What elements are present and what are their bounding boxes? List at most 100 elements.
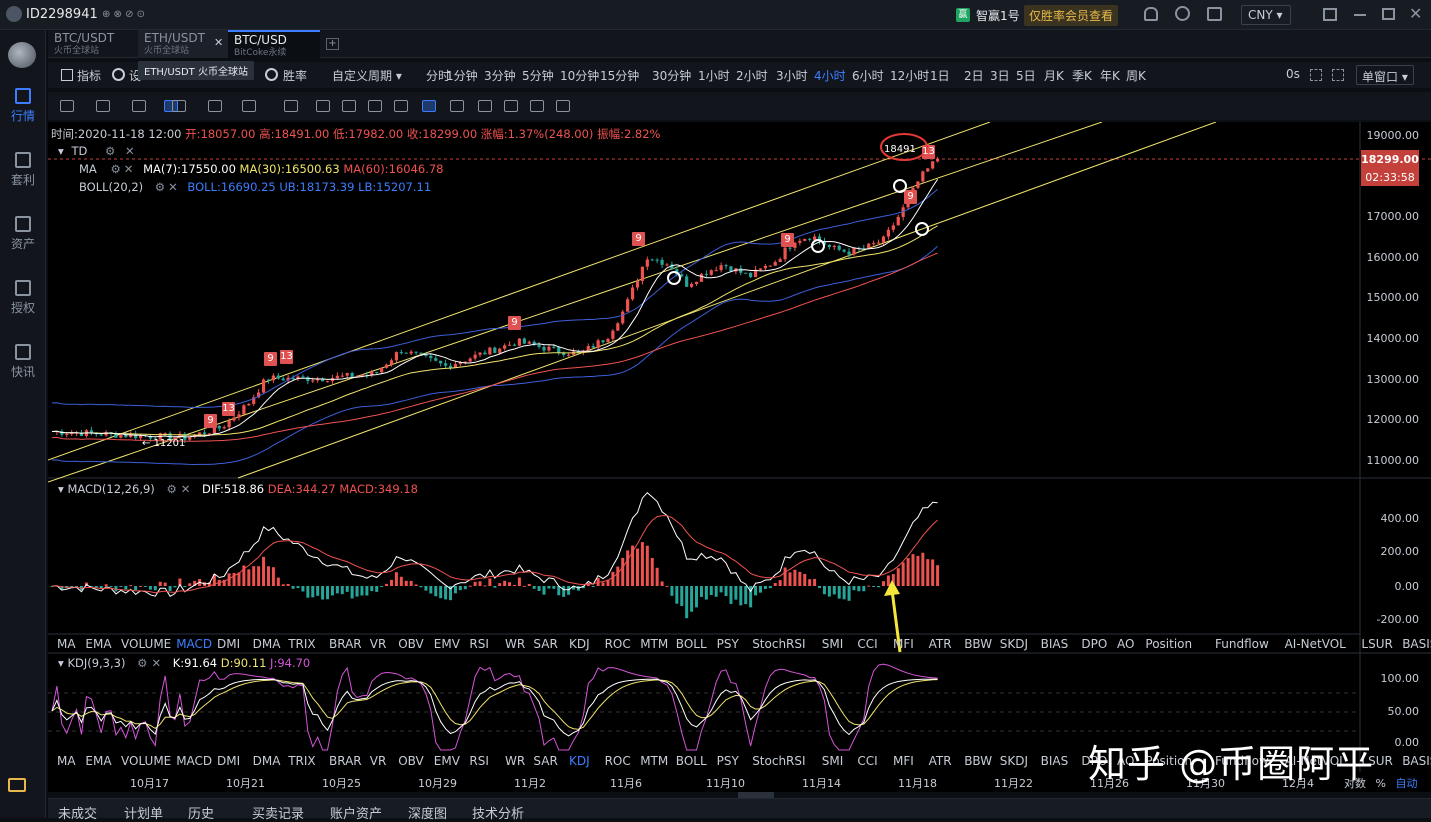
period-7[interactable]: 1小时 — [698, 69, 730, 83]
avatar-icon[interactable] — [6, 6, 22, 22]
indicator-fundflow[interactable]: Fundflow — [1215, 637, 1269, 651]
indicator-emv[interactable]: EMV — [433, 754, 460, 768]
indicator-brar[interactable]: BRAR — [329, 637, 362, 651]
indicator-macd[interactable]: MACD — [176, 637, 213, 651]
nav-assets[interactable]: 资产 — [0, 216, 46, 252]
indicator-bias[interactable]: BIAS — [1040, 637, 1069, 651]
rect-tool-icon[interactable] — [172, 100, 186, 112]
auto-toggle[interactable]: 自动 — [1395, 777, 1418, 790]
kdj-close-icon[interactable]: ✕ — [151, 656, 162, 670]
tab-eth-usdt[interactable]: ETH/USDT 火币全球站 — [138, 30, 228, 58]
winrate-button[interactable]: 胜率 — [283, 69, 308, 83]
indicator-bbw[interactable]: BBW — [964, 637, 993, 651]
line-tool-icon[interactable] — [96, 100, 110, 112]
indicator-psy[interactable]: PSY — [716, 637, 739, 651]
delete-tool-icon[interactable] — [556, 100, 570, 112]
indicator-ao[interactable]: AO — [1117, 754, 1135, 768]
hide-tool-icon[interactable] — [530, 100, 544, 112]
indicator-atr[interactable]: ATR — [928, 754, 952, 768]
period-4[interactable]: 10分钟 — [560, 69, 600, 83]
bottom-tab-4[interactable]: 账户资产 — [330, 807, 383, 822]
period-9[interactable]: 3小时 — [776, 69, 808, 83]
log-toggle[interactable]: 对数 — [1344, 777, 1366, 790]
ma-close-icon[interactable]: ✕ — [123, 162, 134, 176]
tab-btc-usdt[interactable]: BTC/USDT 火币全球站 — [54, 31, 115, 56]
period-6[interactable]: 30分钟 — [652, 69, 692, 83]
indicator-bbw[interactable]: BBW — [964, 754, 993, 768]
td-close-icon[interactable]: ✕ — [124, 144, 135, 158]
nav-market[interactable]: 行情 — [0, 88, 46, 124]
restore-icon[interactable] — [1382, 8, 1395, 20]
panel-icon[interactable] — [1323, 8, 1337, 21]
indicator-lsur[interactable]: LSUR — [1361, 754, 1393, 768]
macd-settings-icon[interactable]: ⚙ — [166, 482, 177, 496]
indicator-sar[interactable]: SAR — [533, 637, 558, 651]
indicator-rsi[interactable]: RSI — [469, 754, 489, 768]
period-15[interactable]: 3日 — [990, 69, 1010, 83]
tab-close-icon[interactable]: ✕ — [214, 36, 224, 49]
close-icon[interactable]: ✕ — [1409, 4, 1423, 23]
period-16[interactable]: 5日 — [1016, 69, 1036, 83]
indicator-boll[interactable]: BOLL — [675, 637, 707, 651]
parallel-tool-icon[interactable] — [164, 100, 178, 112]
indicator-obv[interactable]: OBV — [398, 637, 424, 651]
indicator-basis[interactable]: BASIS — [1402, 637, 1431, 651]
period-0[interactable]: 分时 — [426, 69, 451, 83]
shirt-icon[interactable] — [1207, 7, 1222, 21]
panel-drag-handle[interactable] — [738, 792, 774, 798]
indicator-ai-netvol[interactable]: AI-NetVOL — [1284, 754, 1346, 768]
indicator-boll[interactable]: BOLL — [675, 754, 707, 768]
period-19[interactable]: 年K — [1100, 69, 1120, 83]
indicator-vr[interactable]: VR — [369, 754, 387, 768]
indicator-basis[interactable]: BASIS — [1402, 754, 1431, 768]
indicator-lsur[interactable]: LSUR — [1361, 637, 1393, 651]
bottom-tab-6[interactable]: 技术分析 — [472, 807, 525, 822]
eraser-tool-icon[interactable] — [368, 100, 382, 112]
indicator-skdj[interactable]: SKDJ — [999, 754, 1029, 768]
indicator-ma[interactable]: MA — [57, 754, 76, 768]
refresh-time[interactable]: 0s — [1286, 67, 1300, 81]
boll-close-icon[interactable]: ✕ — [168, 180, 178, 194]
kdj-settings-icon[interactable]: ⚙ — [137, 656, 148, 670]
bottom-tab-0[interactable]: 未成交 — [58, 807, 98, 822]
indicator-atr[interactable]: ATR — [928, 637, 952, 651]
nav-auth[interactable]: 授权 — [0, 280, 46, 316]
indicator-trix[interactable]: TRIX — [288, 754, 316, 768]
period-1[interactable]: 1分钟 — [446, 69, 478, 83]
indicator-obv[interactable]: OBV — [398, 754, 424, 768]
macd-close-icon[interactable]: ✕ — [180, 482, 191, 496]
indicator-macd[interactable]: MACD — [176, 754, 213, 768]
period-12[interactable]: 12小时 — [890, 69, 930, 83]
indicator-kdj[interactable]: KDJ — [569, 754, 590, 768]
indicator-roc[interactable]: ROC — [604, 754, 631, 768]
brush-tool-icon[interactable] — [342, 100, 356, 112]
indicator-kdj[interactable]: KDJ — [569, 637, 590, 651]
bottom-tab-3[interactable]: 买卖记录 — [252, 807, 305, 822]
indicator-ma[interactable]: MA — [57, 637, 76, 651]
period-8[interactable]: 2小时 — [736, 69, 768, 83]
indicator-wr[interactable]: WR — [505, 637, 526, 651]
minimize-icon[interactable] — [1354, 14, 1366, 16]
indicator-dpo[interactable]: DPO — [1081, 754, 1108, 768]
diamond-icon[interactable] — [8, 778, 26, 792]
td-settings-icon[interactable]: ⚙ — [104, 144, 116, 158]
indicator-mtm[interactable]: MTM — [640, 754, 669, 768]
boll-settings-icon[interactable]: ⚙ — [154, 180, 166, 194]
ruler-tool-icon[interactable] — [394, 100, 408, 112]
indicator-trix[interactable]: TRIX — [288, 637, 316, 651]
promo-name[interactable]: 智赢1号 — [976, 9, 1020, 23]
indicator-ao[interactable]: AO — [1117, 637, 1135, 651]
bell-icon[interactable] — [1144, 7, 1158, 21]
search-icon[interactable] — [1175, 6, 1190, 21]
period-2[interactable]: 3分钟 — [484, 69, 516, 83]
currency-select[interactable]: CNY ▾ — [1241, 5, 1291, 25]
indicator-sar[interactable]: SAR — [533, 754, 558, 768]
indicator-fundflow[interactable]: Fundflow — [1215, 754, 1269, 768]
lock-tool-icon[interactable] — [478, 100, 492, 112]
period-5[interactable]: 15分钟 — [600, 69, 640, 83]
indicator-mfi[interactable]: MFI — [893, 754, 914, 768]
indicator-volume[interactable]: VOLUME — [121, 754, 172, 768]
indicator-wr[interactable]: WR — [505, 754, 526, 768]
nav-arbitrage[interactable]: 套利 — [0, 152, 46, 188]
measure-tool-icon[interactable] — [450, 100, 464, 112]
